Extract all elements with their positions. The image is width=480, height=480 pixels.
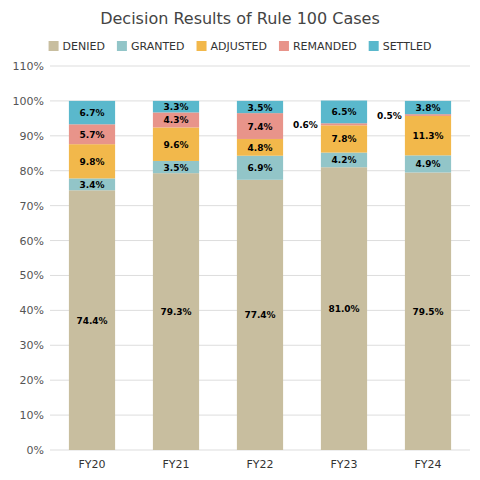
x-tick-label: FY21 (162, 458, 189, 471)
y-tick-label: 10% (20, 409, 44, 422)
data-label: 81.0% (328, 304, 359, 314)
data-label: 79.3% (160, 307, 191, 317)
bar-segment (153, 112, 199, 127)
data-label: 7.4% (248, 122, 273, 132)
y-tick-label: 40% (20, 304, 44, 317)
bar-segment (237, 139, 283, 156)
data-label: 9.6% (164, 140, 189, 150)
data-label: 11.3% (412, 131, 443, 141)
data-labels: 74.4% 79.3% 77.4% 81.0% 79.5% 3.4% 3.5% 6.9% 4.2… (76, 102, 443, 325)
bar-segment (321, 167, 367, 450)
legend-item: GRANTED (117, 40, 185, 53)
bar-segment (69, 101, 115, 124)
x-tick-label: FY23 (330, 458, 357, 471)
bar-segment (405, 114, 451, 116)
data-label: 4.9% (416, 159, 441, 169)
legend-label: GRANTED (131, 40, 185, 53)
bar-segment (153, 161, 199, 173)
bar-segment (405, 116, 451, 155)
data-label: 3.8% (416, 103, 441, 113)
data-label: 74.4% (76, 316, 107, 326)
x-tick-label: FY20 (78, 458, 105, 471)
bar-segment (405, 101, 451, 114)
data-label: 9.8% (80, 157, 105, 167)
chart: Decision Results of Rule 100 Cases DENIED… (0, 0, 480, 480)
legend-swatch (279, 41, 289, 51)
bar-segment (321, 153, 367, 168)
data-label: 0.5% (377, 111, 402, 121)
bar-segment (237, 101, 283, 113)
data-label: 3.5% (248, 103, 273, 113)
y-tick-label: 90% (20, 130, 44, 143)
data-label: 5.7% (80, 130, 105, 140)
bar-segment (321, 125, 367, 152)
bar-segment (321, 101, 367, 124)
y-axis: 0% 10% 20% 30% 40% 50% 60% 70% 80% 90% 100% 110% (13, 60, 470, 457)
legend-swatch (49, 41, 59, 51)
y-tick-label: 80% (20, 165, 44, 178)
y-tick-label: 70% (20, 200, 44, 213)
legend-item: SETTLED (369, 40, 432, 53)
bar-segment (153, 173, 199, 450)
data-label: 7.8% (332, 134, 357, 144)
y-tick-label: 50% (20, 269, 44, 282)
y-tick-label: 110% (13, 60, 44, 73)
bar-segment (237, 113, 283, 139)
data-label: 4.8% (248, 143, 273, 153)
bar-segment (69, 178, 115, 190)
data-label: 3.3% (164, 102, 189, 112)
legend-label: DENIED (63, 40, 105, 53)
data-label: 77.4% (244, 310, 275, 320)
bar-segment (237, 180, 283, 450)
y-tick-label: 60% (20, 235, 44, 248)
legend: DENIED GRANTED ADJUSTED REMANDED SETTLED (49, 40, 432, 53)
data-label: 3.4% (80, 180, 105, 190)
bar-segment (69, 190, 115, 450)
data-label: 79.5% (412, 307, 443, 317)
bar-segment (153, 101, 199, 113)
bars (69, 101, 451, 450)
bar-segment (321, 123, 367, 125)
legend-swatch (117, 41, 127, 51)
data-label: 0.6% (293, 120, 318, 130)
x-axis: FY20 FY21 FY22 FY23 FY24 (78, 458, 441, 471)
bar-segment (69, 124, 115, 144)
grid-line (50, 66, 470, 67)
title: Decision Results of Rule 100 Cases (100, 9, 380, 28)
data-label: 4.2% (332, 155, 357, 165)
legend-swatch (197, 41, 207, 51)
data-label: 4.3% (164, 115, 189, 125)
legend-item: ADJUSTED (197, 40, 267, 53)
x-tick-label: FY22 (246, 458, 273, 471)
legend-item: REMANDED (279, 40, 357, 53)
bar-segment (153, 127, 199, 161)
y-tick-label: 100% (13, 95, 44, 108)
bar-segment (237, 156, 283, 180)
legend-label: REMANDED (293, 40, 357, 53)
y-tick-label: 20% (20, 374, 44, 387)
data-label: 6.7% (80, 108, 105, 118)
bar-segment (405, 172, 451, 450)
y-tick-label: 30% (20, 339, 44, 352)
data-label: 6.5% (332, 107, 357, 117)
bar-segment (405, 155, 451, 172)
y-tick-label: 0% (27, 444, 44, 457)
data-label: 6.9% (248, 163, 273, 173)
x-tick-label: FY24 (414, 458, 441, 471)
data-label: 3.5% (164, 163, 189, 173)
legend-label: SETTLED (383, 40, 432, 53)
bar-segment (69, 144, 115, 178)
legend-item: DENIED (49, 40, 105, 53)
legend-swatch (369, 41, 379, 51)
legend-label: ADJUSTED (211, 40, 267, 53)
